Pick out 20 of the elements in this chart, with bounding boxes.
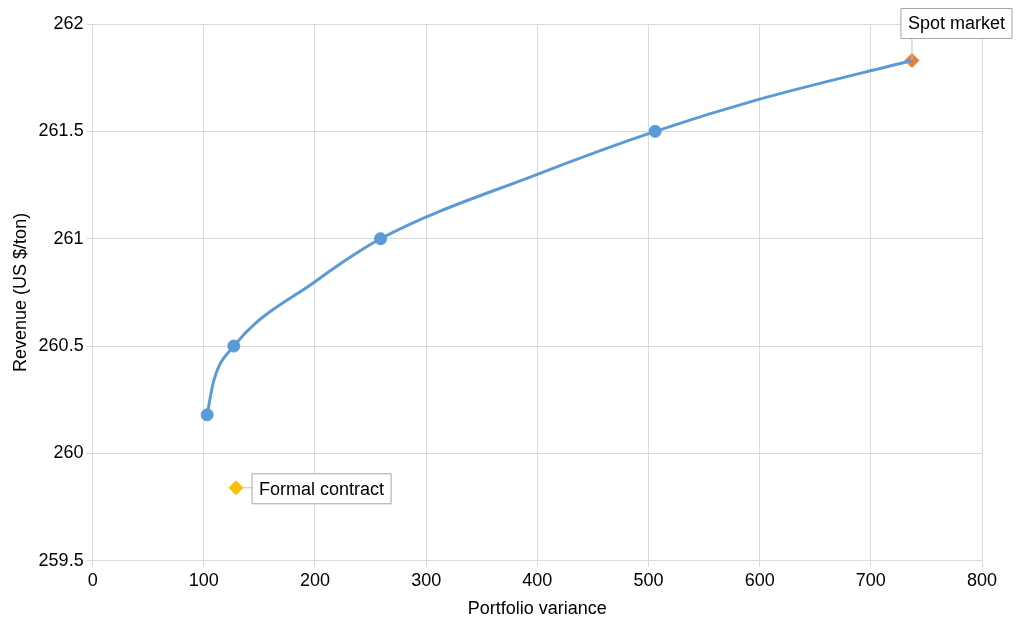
y-tick-label: 259.5 [38,549,84,570]
x-tick-label: 300 [411,569,442,590]
point [228,480,244,496]
y-tick-label: 261.5 [38,120,84,141]
y-tick-label: 261 [53,227,84,248]
x-tick-label: 500 [633,569,664,590]
x-tick-label: 800 [966,569,998,590]
x-axis-title: Portfolio variance [467,598,607,619]
y-tick-label: 260.5 [38,335,84,356]
annotation: Spot market [907,13,1005,34]
y-axis-title: Revenue (US $/ton) [9,212,30,372]
x-tick-label: 0 [87,569,98,590]
y-tick-label: 260 [53,442,84,463]
x-tick-label: 600 [744,569,775,590]
x-tick-label: 700 [855,569,886,590]
annotation: Formal contract [259,478,385,499]
x-tick-label: 100 [188,569,219,590]
x-tick-label: 200 [299,569,331,590]
x-tick-label: 400 [522,569,553,590]
y-tick-label: 262 [53,12,84,33]
